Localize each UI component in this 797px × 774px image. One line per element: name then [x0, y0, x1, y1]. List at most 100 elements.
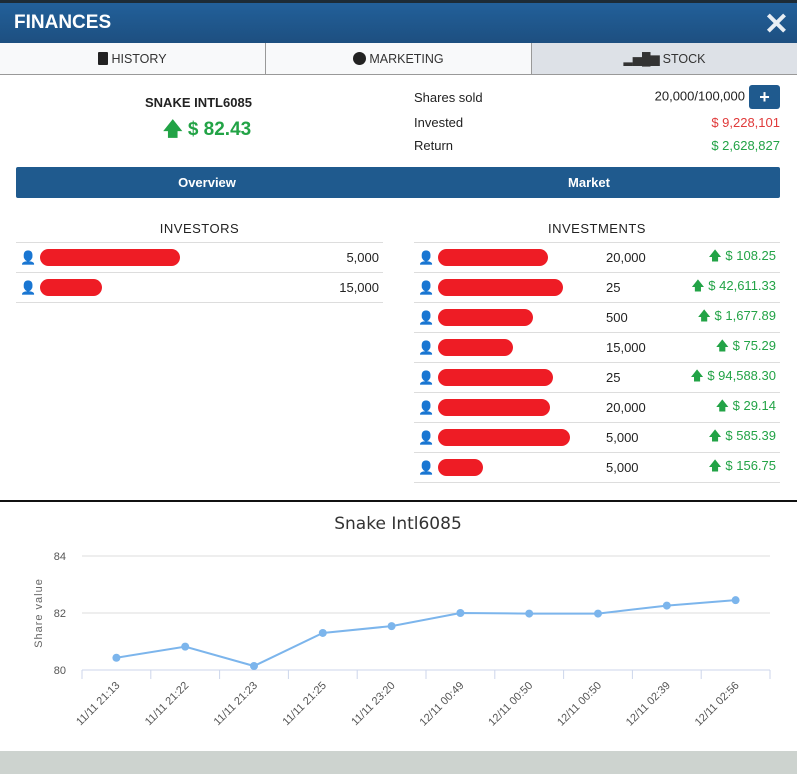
chart-title: Snake Intl6085 — [334, 514, 462, 534]
redacted-name — [438, 399, 551, 416]
redacted-name — [40, 249, 181, 266]
user-icon: 👤 — [418, 249, 435, 265]
arrow-up-icon: 🡅 — [690, 367, 704, 383]
table-row[interactable]: 👤 5,000 — [16, 243, 383, 273]
data-point — [731, 596, 740, 605]
investment-value: $ 1,677.89 — [714, 307, 776, 323]
table-row[interactable]: 👤 20,000 🡅 $ 108.25 — [414, 243, 780, 273]
series-line — [116, 599, 736, 668]
investor-amount: 15,000 — [339, 280, 379, 295]
finances-window: FINANCES ✕ HISTORY MARKETING ▂▅█▆ STOCK S… — [0, 3, 797, 774]
arrow-up-icon: 🡅 — [697, 307, 711, 323]
user-icon: 👤 — [418, 339, 435, 355]
data-point — [250, 662, 258, 671]
overview-button[interactable]: Overview — [178, 175, 236, 190]
redacted-name — [438, 339, 514, 356]
tab-marketing[interactable]: MARKETING — [266, 43, 532, 74]
investment-shares: 5,000 — [606, 430, 639, 445]
shares-label: Shares sold — [414, 89, 483, 105]
x-tick-label: 11/11 21:23 — [212, 680, 260, 728]
investors-table: INVESTORS 👤 5,000 👤 15,000 — [16, 221, 383, 303]
bar-chart-icon: ▂▅█▆ — [623, 51, 660, 66]
table-row[interactable]: 👤 25 🡅 $ 42,611.33 — [414, 273, 780, 303]
arrow-up-icon: 🡅 — [691, 277, 705, 293]
arrow-up-icon: 🡅 — [708, 247, 722, 263]
price-value: $ 82.43 — [187, 119, 252, 140]
data-point — [181, 642, 190, 651]
tab-stock[interactable]: ▂▅█▆ STOCK — [532, 43, 797, 74]
tab-label: HISTORY — [111, 51, 167, 66]
arrow-up-icon: 🡅 — [715, 397, 729, 413]
investment-value: $ 29.14 — [732, 397, 776, 413]
share-value-chart: Snake Intl6085 Share value 80 82 84 11/11 21:… — [0, 500, 797, 750]
y-tick-label: 80 — [54, 665, 66, 677]
data-point — [662, 601, 671, 610]
table-row[interactable]: 👤 5,000 🡅 $ 585.39 — [414, 423, 780, 453]
table-row[interactable]: 👤 15,000 🡅 $ 75.29 — [414, 333, 780, 363]
y-tick-label: 82 — [54, 608, 66, 620]
y-axis-label: Share value — [33, 578, 45, 648]
x-tick-label: 12/11 00:50 — [555, 680, 604, 729]
window-header: FINANCES ✕ — [0, 3, 797, 43]
investment-value: $ 75.29 — [732, 337, 776, 353]
redacted-name — [438, 369, 554, 386]
data-point — [318, 628, 327, 637]
user-icon: 👤 — [418, 429, 435, 445]
arrow-up-icon: 🡅 — [163, 119, 183, 140]
share-price: 🡅 $ 82.43 — [163, 115, 251, 147]
data-point — [112, 653, 121, 662]
investment-value: $ 156.75 — [725, 457, 776, 473]
user-icon: 👤 — [418, 459, 435, 475]
marketing-icon — [353, 52, 367, 65]
add-shares-button[interactable]: + — [749, 85, 780, 109]
x-tick-label: 11/11 21:22 — [143, 680, 191, 728]
x-tick-label: 11/11 21:13 — [74, 680, 122, 728]
redacted-name — [438, 309, 534, 326]
company-name: SNAKE INTL6085 — [145, 95, 252, 110]
user-icon: 👤 — [418, 279, 435, 295]
chart-svg: Snake Intl6085 Share value 80 82 84 11/11 21:… — [33, 514, 771, 729]
investment-value: $ 42,611.33 — [708, 277, 776, 293]
investment-shares: 20,000 — [606, 400, 646, 415]
close-icon[interactable]: ✕ — [763, 8, 789, 41]
return-value: $ 2,628,827 — [711, 138, 780, 153]
data-point — [387, 622, 396, 631]
tab-bar: HISTORY MARKETING ▂▅█▆ STOCK — [0, 43, 797, 75]
return-label: Return — [414, 138, 454, 153]
investment-shares: 20,000 — [606, 250, 646, 265]
redacted-name — [40, 279, 103, 296]
investment-value: $ 94,588.30 — [707, 367, 776, 383]
user-icon: 👤 — [418, 309, 435, 325]
table-row[interactable]: 👤 15,000 — [16, 273, 383, 303]
investment-shares: 25 — [606, 370, 621, 385]
table-row[interactable]: 👤 25 🡅 $ 94,588.30 — [414, 363, 780, 393]
data-point — [594, 609, 602, 618]
data-point — [525, 609, 534, 618]
y-tick-label: 84 — [54, 551, 66, 563]
x-tick-label: 11/11 21:25 — [280, 680, 328, 728]
shares-value: 20,000/100,000 — [654, 88, 745, 104]
map-background — [0, 751, 797, 774]
x-tick-label: 12/11 02:39 — [624, 680, 673, 729]
x-tick-label: 11/11 23:20 — [349, 680, 397, 728]
table-row[interactable]: 👤 20,000 🡅 $ 29.14 — [414, 393, 780, 423]
book-icon — [98, 52, 109, 65]
investment-value: $ 108.25 — [725, 247, 776, 263]
view-toggle: Overview Market — [16, 167, 780, 198]
tab-label: STOCK — [662, 51, 706, 66]
market-button[interactable]: Market — [568, 175, 610, 190]
x-tick-label: 12/11 02:56 — [693, 680, 742, 729]
tab-history[interactable]: HISTORY — [0, 43, 266, 74]
arrow-up-icon: 🡅 — [715, 337, 729, 353]
invested-value: $ 9,228,101 — [711, 115, 780, 130]
redacted-name — [438, 279, 564, 296]
user-icon: 👤 — [20, 279, 37, 295]
investment-shares: 15,000 — [606, 340, 646, 355]
table-row[interactable]: 👤 5,000 🡅 $ 156.75 — [414, 453, 780, 483]
investors-title: INVESTORS — [16, 221, 383, 243]
invested-label: Invested — [414, 115, 464, 130]
investments-table: INVESTMENTS 👤 20,000 🡅 $ 108.25 👤 25 🡅 $ 42,6… — [414, 221, 780, 483]
investments-title: INVESTMENTS — [414, 221, 780, 243]
investment-shares: 5,000 — [606, 460, 639, 475]
table-row[interactable]: 👤 500 🡅 $ 1,677.89 — [414, 303, 780, 333]
